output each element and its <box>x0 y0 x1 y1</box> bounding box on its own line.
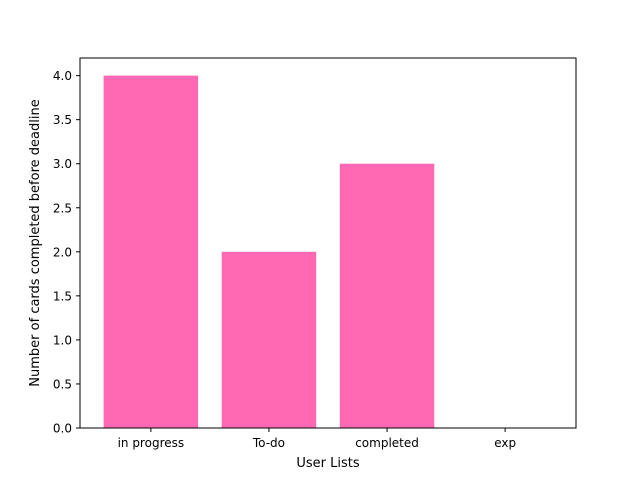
plot-frame <box>79 57 577 429</box>
y-tick-label: 3.5 <box>53 113 72 127</box>
x-axis-label: User Lists <box>296 456 359 471</box>
bar-0 <box>103 75 199 428</box>
y-tick-label: 4.0 <box>53 69 72 83</box>
y-tick-label: 1.0 <box>53 333 72 347</box>
y-tick-label: 2.5 <box>53 201 72 215</box>
y-axis-label: Number of cards completed before deadlin… <box>28 99 43 386</box>
x-tick-label: To-do <box>252 436 285 450</box>
y-tick-label: 1.5 <box>53 289 72 303</box>
bar-2 <box>339 163 435 428</box>
x-tick-label: in progress <box>118 436 185 450</box>
y-tick-label: 3.0 <box>53 157 72 171</box>
bar-1 <box>221 251 317 428</box>
x-tick-label: exp <box>494 436 516 450</box>
y-tick-label: 0.0 <box>53 422 72 436</box>
bars-group <box>103 75 435 428</box>
y-tick-label: 0.5 <box>53 377 72 391</box>
y-axis: 0.0 0.5 1.0 1.5 2.0 2.5 3.0 3.5 4.0 <box>53 69 80 436</box>
y-tick-label: 2.0 <box>53 245 72 259</box>
x-axis: in progress To-do completed exp <box>118 428 516 450</box>
x-tick-label: completed <box>355 436 419 450</box>
